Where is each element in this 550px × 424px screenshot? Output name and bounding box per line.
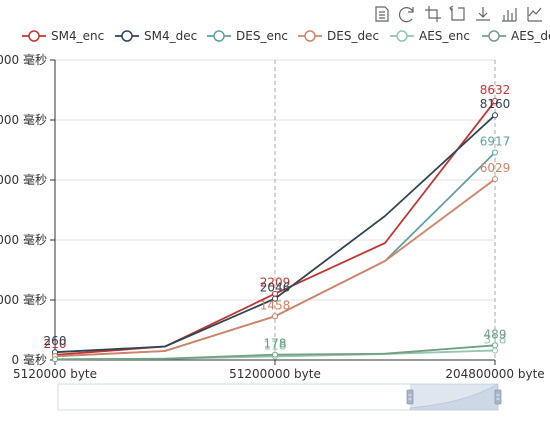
line-chart-icon[interactable] xyxy=(527,7,542,22)
data-point[interactable] xyxy=(492,342,498,349)
bar-chart-icon[interactable] xyxy=(502,8,517,22)
data-label: 6029 xyxy=(480,161,511,175)
data-label: 210 xyxy=(44,337,67,351)
data-zoom-slider[interactable] xyxy=(57,383,502,411)
line-chart-shape xyxy=(527,7,542,22)
data-point[interactable] xyxy=(492,347,498,354)
crop-back-icon[interactable] xyxy=(449,5,465,21)
download-shape xyxy=(476,7,490,21)
data-point[interactable] xyxy=(272,351,278,358)
data-label: 178 xyxy=(264,337,287,351)
legend-label: AES_dec xyxy=(511,29,550,43)
data-point[interactable] xyxy=(272,313,278,320)
zoom-handle-grip[interactable] xyxy=(406,389,414,405)
data-point[interactable] xyxy=(272,295,278,302)
y-tick-label: 10000 毫秒 xyxy=(0,52,47,67)
x-tick-label: 204800000 byte xyxy=(445,367,544,381)
refresh-icon[interactable] xyxy=(398,7,414,23)
crop-back-shape xyxy=(449,5,465,21)
series-line-DES_enc[interactable] xyxy=(54,151,496,358)
zoom-handle-left[interactable] xyxy=(406,389,414,405)
data-label: 8632 xyxy=(480,83,511,97)
axes: 0 毫秒 2000 毫秒 4000 毫秒 6000 毫秒 8000 毫秒 10000 毫秒… xyxy=(0,52,545,381)
document-shape xyxy=(375,6,389,22)
legend-marker xyxy=(121,30,133,42)
y-tick-label: 6000 毫秒 xyxy=(0,172,47,187)
legend-label: SM4_dec xyxy=(144,29,197,43)
legend-label: SM4_enc xyxy=(51,29,104,43)
data-label: 2209 xyxy=(260,276,291,290)
data-point[interactable] xyxy=(492,149,498,156)
data-label: 489 xyxy=(484,327,507,341)
zoom-handle-grip[interactable] xyxy=(494,389,502,405)
series-layer xyxy=(52,98,498,363)
legend-marker xyxy=(396,30,408,42)
legend-item-SM4_dec[interactable]: SM4_dec xyxy=(115,29,197,43)
y-tick-label: 8000 毫秒 xyxy=(0,112,47,127)
data-label: 8160 xyxy=(480,97,511,111)
legend-label: DES_dec xyxy=(327,29,379,43)
legend: SM4_enc SM4_dec DES_enc DES_dec AES_enc AES_d… xyxy=(22,29,550,43)
data-label-layer: 210 2209 8632 260 2046 8160 6917 1458 6029 118 318… xyxy=(44,83,511,352)
data-label: 118 xyxy=(264,338,287,352)
data-point[interactable] xyxy=(492,176,498,183)
crop-icon[interactable] xyxy=(425,6,441,22)
legend-label: DES_enc xyxy=(236,29,288,43)
zoom-selected-range[interactable] xyxy=(410,384,498,410)
data-label: 1458 xyxy=(260,298,291,312)
data-point[interactable] xyxy=(52,356,58,363)
y-tick-label: 0 毫秒 xyxy=(12,352,47,367)
toolbox xyxy=(375,5,542,23)
data-label: 6917 xyxy=(480,134,511,148)
data-label: 2046 xyxy=(260,281,291,295)
data-point[interactable] xyxy=(492,98,498,105)
zoom-handle-right[interactable] xyxy=(494,389,502,405)
legend-marker xyxy=(213,30,225,42)
legend-label: AES_enc xyxy=(419,29,470,43)
legend-item-DES_enc[interactable]: DES_enc xyxy=(207,29,288,43)
legend-marker xyxy=(488,30,500,42)
legend-item-AES_dec[interactable]: AES_dec xyxy=(482,29,550,43)
data-label: 260 xyxy=(44,334,67,348)
data-point[interactable] xyxy=(492,112,498,119)
document-icon[interactable] xyxy=(375,6,389,22)
crop-shape xyxy=(425,6,441,22)
x-tick-label: 51200000 byte xyxy=(229,367,321,381)
legend-item-DES_dec[interactable]: DES_dec xyxy=(298,29,379,43)
y-tick-label: 4000 毫秒 xyxy=(0,232,47,247)
download-icon[interactable] xyxy=(476,7,490,21)
legend-item-SM4_enc[interactable]: SM4_enc xyxy=(22,29,104,43)
x-tick-label: 5120000 byte xyxy=(13,367,97,381)
refresh-shape xyxy=(398,7,414,23)
legend-marker xyxy=(28,30,40,42)
data-label: 318 xyxy=(484,332,507,346)
legend-marker xyxy=(304,30,316,42)
bar-chart-shape xyxy=(502,8,517,22)
y-tick-label: 2000 毫秒 xyxy=(0,292,47,307)
legend-item-AES_enc[interactable]: AES_enc xyxy=(390,29,470,43)
